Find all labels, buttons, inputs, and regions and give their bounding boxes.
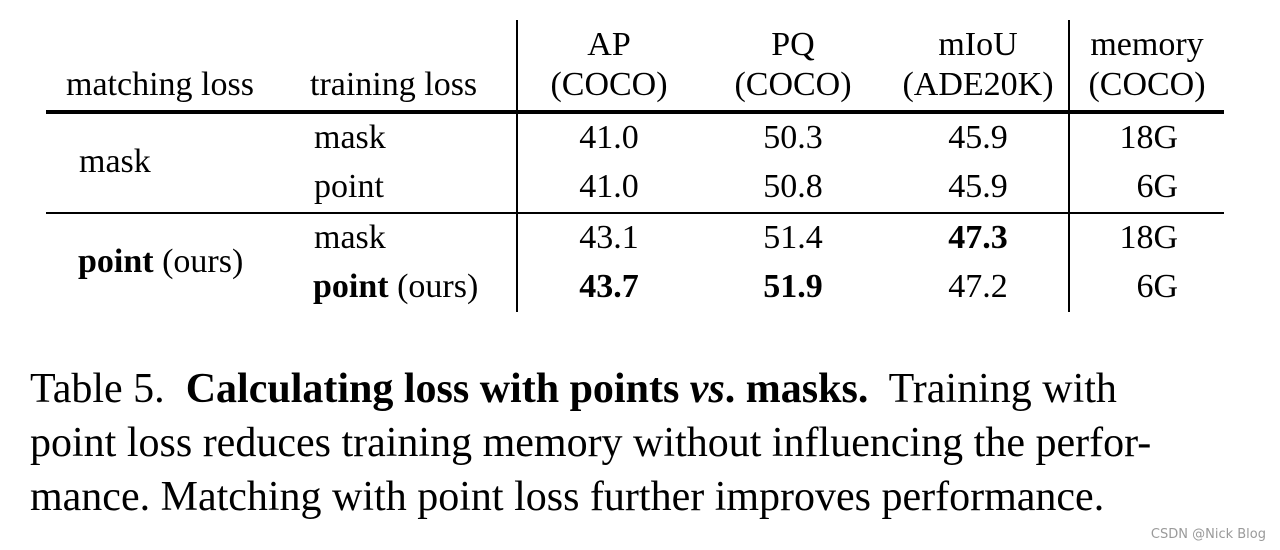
row-4-training: point (ours) <box>313 270 478 304</box>
row-2-ap: 41.0 <box>579 168 639 205</box>
caption-title-a: Calculating loss with points <box>185 366 680 412</box>
caption-line-3: mance. Matching with point loss further … <box>30 474 1105 520</box>
row-1-ap: 41.0 <box>579 119 639 156</box>
group-2-matching: point (ours) <box>78 245 243 279</box>
row-3-ap: 43.1 <box>579 219 639 256</box>
header-matching-loss: matching loss <box>66 66 254 103</box>
caption-title-vs: vs <box>689 366 725 412</box>
group-2-matching-suffix: (ours) <box>153 243 244 280</box>
header-ap: AP <box>587 26 631 63</box>
row-2-memory: 6G <box>1136 168 1178 205</box>
row-4-training-suffix: (ours) <box>388 268 479 305</box>
column-divider-left <box>516 20 518 312</box>
header-training-loss: training loss <box>310 66 478 103</box>
watermark: CSDN @Nick Blog <box>1150 527 1266 542</box>
row-1-memory: 18G <box>1119 119 1178 156</box>
row-4-training-name: point <box>313 268 389 305</box>
caption-line-2: point loss reduces training memory witho… <box>30 420 1152 466</box>
header-memory: memory <box>1090 26 1204 63</box>
row-1-pq: 50.3 <box>763 119 823 156</box>
caption-title-b: . masks. <box>724 366 869 412</box>
row-2-miou: 45.9 <box>948 168 1008 205</box>
row-1-training: mask <box>314 119 386 156</box>
caption-title: Calculating loss with points vs. masks. <box>186 366 869 412</box>
row-3-training: mask <box>314 219 386 256</box>
caption-text-1: Training with <box>888 366 1117 412</box>
row-4-miou: 47.2 <box>948 268 1008 305</box>
row-3-miou: 47.3 <box>948 219 1008 256</box>
caption-label: Table 5. <box>30 366 165 412</box>
row-2-pq: 50.8 <box>763 168 823 205</box>
row-4-pq: 51.9 <box>763 268 823 305</box>
table-mid-rule <box>46 212 1224 214</box>
header-miou: mIoU <box>938 26 1018 63</box>
row-3-pq: 51.4 <box>763 219 823 256</box>
header-pq: PQ <box>771 26 815 63</box>
table-caption: Table 5. Calculating loss with points vs… <box>30 362 1255 524</box>
row-3-memory: 18G <box>1119 219 1178 256</box>
header-miou-dataset: (ADE20K) <box>902 66 1054 103</box>
row-4-ap: 43.7 <box>579 268 639 305</box>
header-memory-dataset: (COCO) <box>1088 66 1206 103</box>
group-1-matching: mask <box>79 143 151 180</box>
row-4-memory: 6G <box>1136 268 1178 305</box>
table-top-rule <box>46 110 1224 114</box>
header-ap-dataset: (COCO) <box>550 66 668 103</box>
row-2-training: point <box>314 168 384 205</box>
row-1-miou: 45.9 <box>948 119 1008 156</box>
column-divider-right <box>1068 20 1070 312</box>
caption-line-1: Table 5. Calculating loss with points vs… <box>30 362 1255 416</box>
header-pq-dataset: (COCO) <box>734 66 852 103</box>
group-2-matching-name: point <box>78 243 154 280</box>
